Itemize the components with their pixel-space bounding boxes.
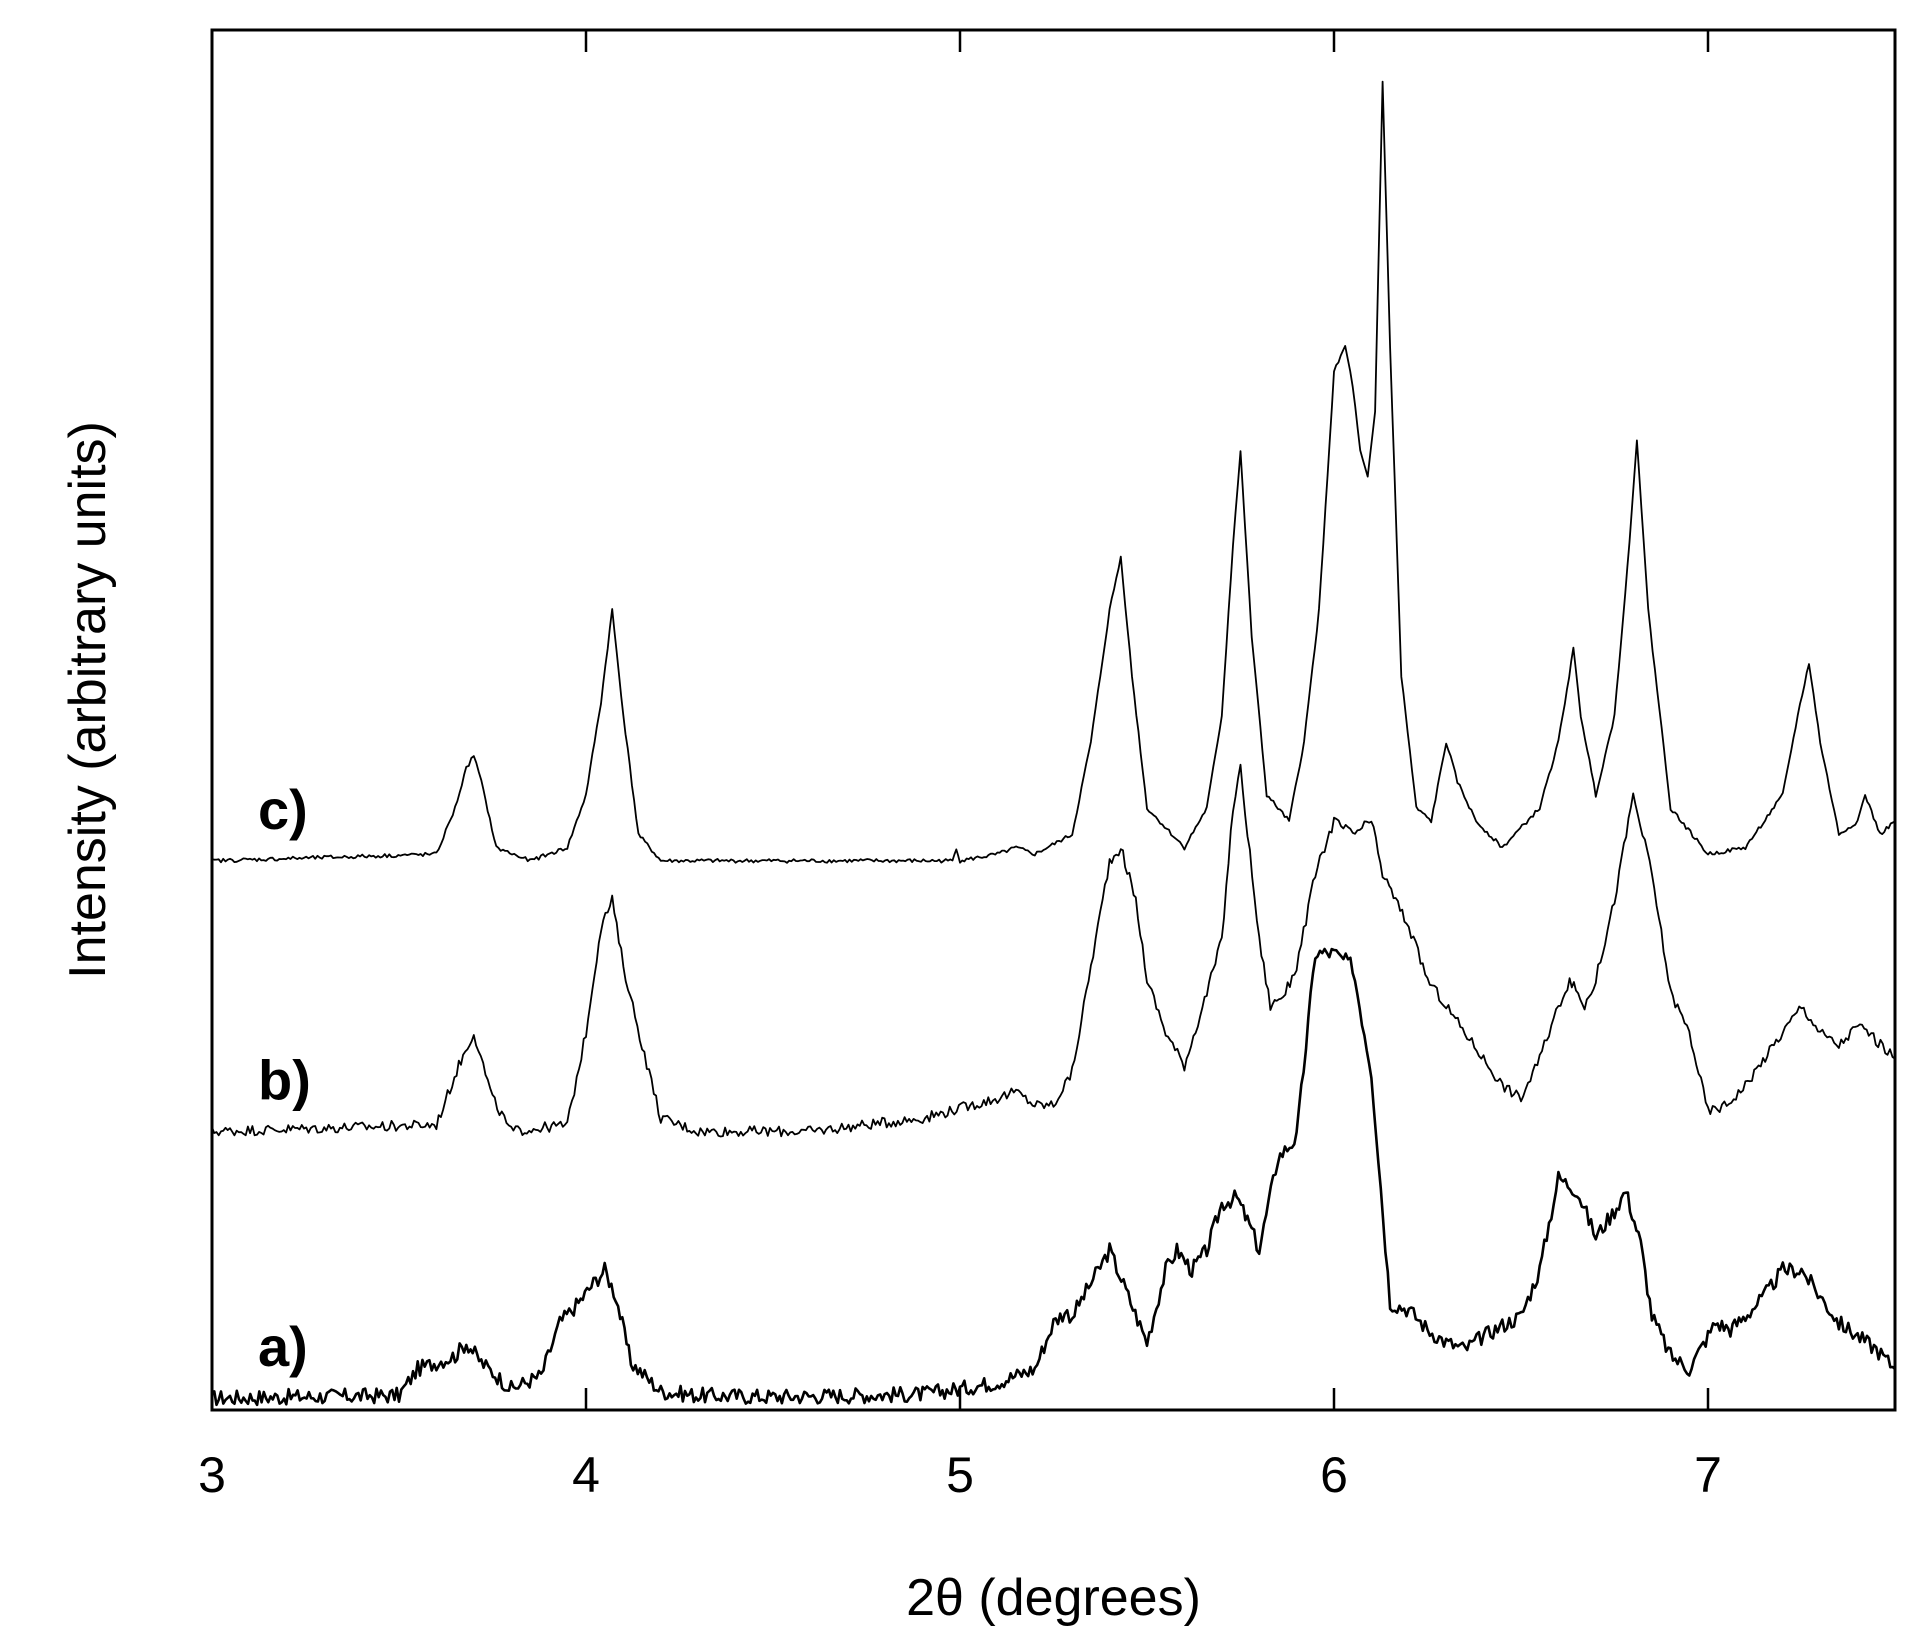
plot-frame <box>210 28 1897 1412</box>
series-line-a <box>211 947 1896 1407</box>
x-axis-ticks <box>210 30 1710 1410</box>
series-label-a: a) <box>258 1315 308 1378</box>
x-tick-label-5: 5 <box>946 1447 974 1503</box>
x-tick-label-6: 6 <box>1320 1447 1348 1503</box>
series-label-c: c) <box>258 778 308 841</box>
x-tick-label-4: 4 <box>572 1447 600 1503</box>
series-line-c <box>211 80 1896 864</box>
series-labels: a) b) c) <box>258 778 311 1378</box>
x-tick-label-7: 7 <box>1694 1447 1722 1503</box>
x-axis-tick-labels: 3 4 5 6 7 <box>198 1447 1722 1503</box>
y-axis-title: Intensity (arbitrary units) <box>59 421 117 979</box>
series-lines <box>211 80 1896 1407</box>
x-tick-label-3: 3 <box>198 1447 226 1503</box>
series-line-b <box>211 763 1896 1138</box>
series-label-b: b) <box>258 1048 311 1111</box>
x-axis-title: 2θ (degrees) <box>906 1569 1201 1627</box>
